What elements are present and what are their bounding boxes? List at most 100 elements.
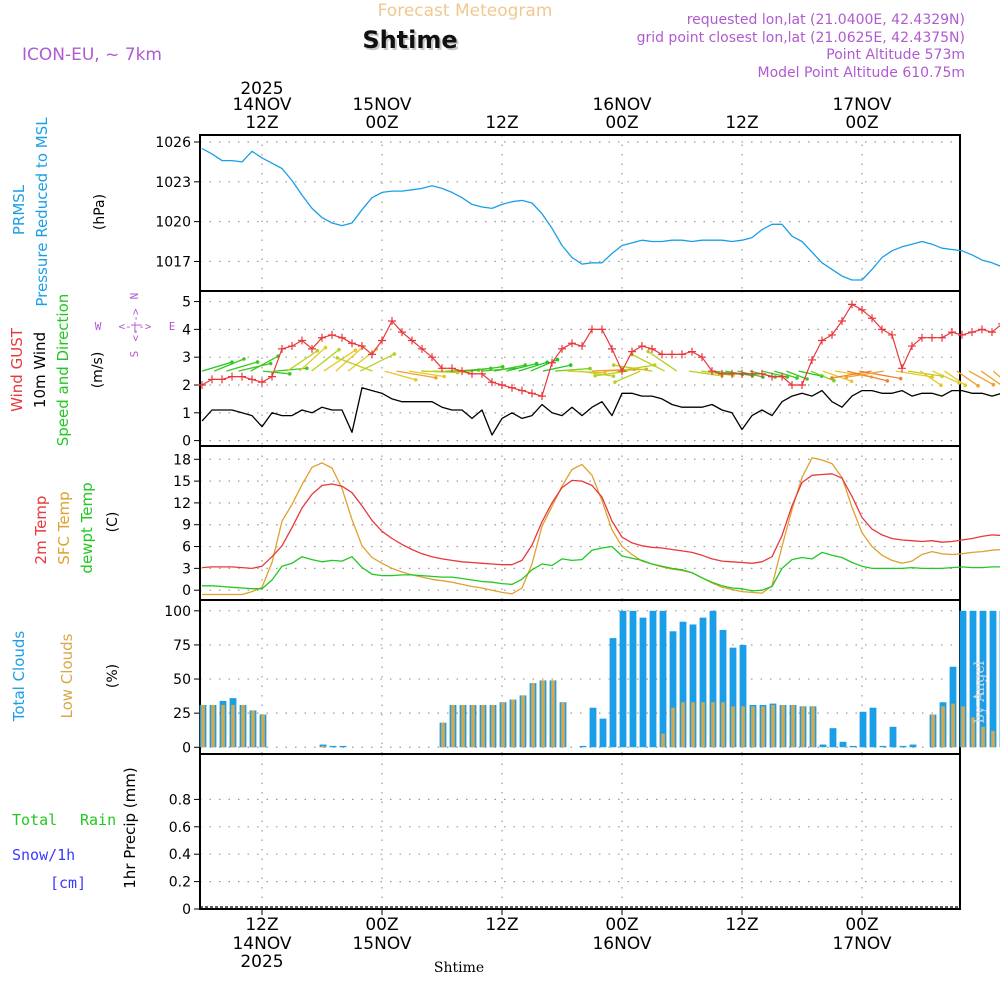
y-tick-label: 1026 bbox=[155, 135, 191, 151]
total-cloud-bar bbox=[889, 726, 897, 748]
y-tick-label: 0 bbox=[182, 902, 191, 918]
gust-point bbox=[918, 333, 926, 342]
gust-point bbox=[208, 375, 216, 384]
bottom-hour-label: 00Z bbox=[605, 915, 638, 935]
snow-unit-label: [cm] bbox=[50, 874, 86, 892]
pressure-label-prmsl: PRMSL bbox=[10, 184, 28, 235]
precip-total-label: Total bbox=[12, 811, 57, 829]
gust-point bbox=[468, 369, 476, 378]
gust-point bbox=[878, 325, 886, 334]
wind-arrow bbox=[831, 370, 872, 379]
wind-arrow bbox=[518, 361, 548, 372]
gust-point bbox=[358, 342, 366, 351]
wind-arrow-head bbox=[963, 383, 968, 387]
gust-point bbox=[958, 330, 966, 339]
low-cloud-bar bbox=[711, 702, 715, 748]
precip-rain-label: Rain bbox=[80, 811, 116, 829]
gust-point bbox=[638, 342, 646, 351]
total-cloud-bar bbox=[739, 644, 747, 748]
gust-point bbox=[938, 333, 946, 342]
low-cloud-bar bbox=[701, 702, 705, 748]
y-tick-label: 2 bbox=[182, 378, 191, 394]
low-cloud-bar bbox=[961, 706, 965, 748]
gust-point bbox=[668, 350, 676, 359]
wind-arrow bbox=[408, 370, 445, 378]
gust-point bbox=[868, 314, 876, 323]
wind-arrow-head bbox=[930, 375, 935, 379]
temp-unit: (C) bbox=[105, 512, 121, 533]
wind-arrow-head bbox=[785, 375, 790, 379]
gust-point bbox=[778, 372, 786, 381]
wind-arrow bbox=[810, 370, 835, 382]
gust-point bbox=[408, 336, 416, 345]
total-cloud-bar bbox=[639, 617, 647, 748]
total-cloud-bar bbox=[689, 624, 697, 748]
y-tick-label: 3 bbox=[182, 561, 191, 577]
low-cloud-bar bbox=[551, 680, 555, 748]
wind-arrow-head bbox=[568, 363, 573, 367]
bottom-date-label: 17NOV bbox=[832, 934, 891, 954]
gust-point bbox=[678, 350, 686, 359]
gust-point bbox=[548, 358, 556, 367]
low-cloud-bar bbox=[671, 707, 675, 748]
gust-point bbox=[978, 325, 986, 334]
low-cloud-bar bbox=[451, 704, 455, 748]
wind-arrow-head bbox=[323, 345, 328, 350]
total-cloud-bar bbox=[699, 617, 707, 748]
y-tick-label: 1017 bbox=[155, 254, 191, 270]
y-tick-label: 18 bbox=[173, 452, 191, 468]
y-tick-label: 1 bbox=[182, 406, 191, 422]
gust-point bbox=[858, 305, 866, 314]
top-date-label: 17NOV bbox=[832, 95, 891, 115]
wind-arrow bbox=[201, 361, 233, 372]
top-hour-label: 00Z bbox=[365, 113, 398, 133]
low-cloud-bar bbox=[321, 745, 325, 748]
gust-point bbox=[798, 380, 806, 389]
wind-arrow bbox=[932, 370, 960, 384]
bottom-hour-label: 00Z bbox=[845, 915, 878, 935]
wind-arrow-head bbox=[646, 349, 650, 354]
total-cloud-bar bbox=[679, 621, 687, 748]
snow-label: Snow/1h bbox=[12, 846, 75, 864]
total-cloud-bar bbox=[819, 744, 827, 748]
gust-point bbox=[968, 328, 976, 337]
total-cloud-bar bbox=[839, 741, 847, 748]
total-cloud-bar bbox=[849, 745, 857, 748]
sfc-temp-line bbox=[202, 457, 1000, 596]
wind-arrow bbox=[554, 367, 591, 372]
gust-point bbox=[368, 350, 376, 359]
wind-arrow bbox=[396, 370, 436, 379]
wind-arrow bbox=[956, 370, 979, 387]
low-cloud-bar bbox=[751, 706, 755, 748]
bottom-date-label: 16NOV bbox=[592, 934, 651, 954]
gust-point bbox=[348, 339, 356, 348]
compass-horizontal: <-|-> bbox=[118, 320, 151, 333]
gust-point bbox=[758, 369, 766, 378]
wind-arrow-head bbox=[805, 377, 809, 381]
y-tick-label: 0.2 bbox=[169, 875, 191, 891]
gust-point bbox=[488, 378, 496, 387]
top-hour-label: 00Z bbox=[605, 113, 638, 133]
total-clouds-label: Total Clouds bbox=[10, 631, 28, 723]
sfc-temp-label: SFC Temp bbox=[55, 491, 73, 564]
low-cloud-bar bbox=[691, 702, 695, 748]
gust-point bbox=[478, 369, 486, 378]
wind-arrow-head bbox=[611, 363, 616, 367]
precip-panel: 0 0.2 0.4 0.6 0.8 bbox=[169, 753, 961, 918]
gust-point bbox=[318, 333, 326, 342]
y-tick-label: 0.8 bbox=[169, 792, 191, 808]
total-cloud-bar bbox=[899, 745, 907, 748]
temp2m-line bbox=[201, 473, 1000, 570]
gust-point bbox=[928, 333, 936, 342]
low-cloud-bar bbox=[471, 704, 475, 748]
y-tick-label: 0 bbox=[182, 434, 191, 450]
gust-point bbox=[448, 364, 456, 373]
low-cloud-bar bbox=[441, 722, 445, 748]
compass-west: W bbox=[95, 320, 102, 333]
wind-arrow bbox=[226, 361, 258, 372]
low-cloud-bar bbox=[251, 710, 255, 748]
wind-arrow bbox=[335, 346, 364, 372]
compass-east: E bbox=[169, 320, 176, 333]
wind-arrow-head bbox=[613, 380, 617, 384]
